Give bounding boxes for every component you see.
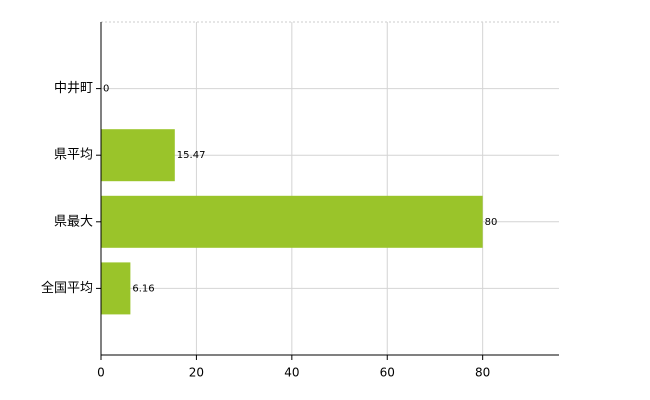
x-tick-label: 0 bbox=[97, 366, 105, 380]
y-tick-label: 全国平均 bbox=[41, 280, 93, 296]
value-label: 6.16 bbox=[132, 283, 154, 294]
x-tick-label: 20 bbox=[189, 366, 204, 380]
y-tick-label: 中井町 bbox=[54, 81, 93, 96]
bar bbox=[101, 195, 483, 248]
bar bbox=[101, 262, 131, 315]
x-tick-label: 60 bbox=[380, 366, 395, 380]
y-tick-label: 県平均 bbox=[54, 148, 93, 163]
x-tick-label: 80 bbox=[475, 366, 490, 380]
y-tick-label: 県最大 bbox=[54, 214, 93, 229]
bar bbox=[101, 129, 175, 182]
x-tick-label: 40 bbox=[284, 366, 299, 380]
value-label: 0 bbox=[103, 84, 109, 95]
value-label: 80 bbox=[485, 217, 498, 228]
value-label: 15.47 bbox=[177, 150, 206, 161]
